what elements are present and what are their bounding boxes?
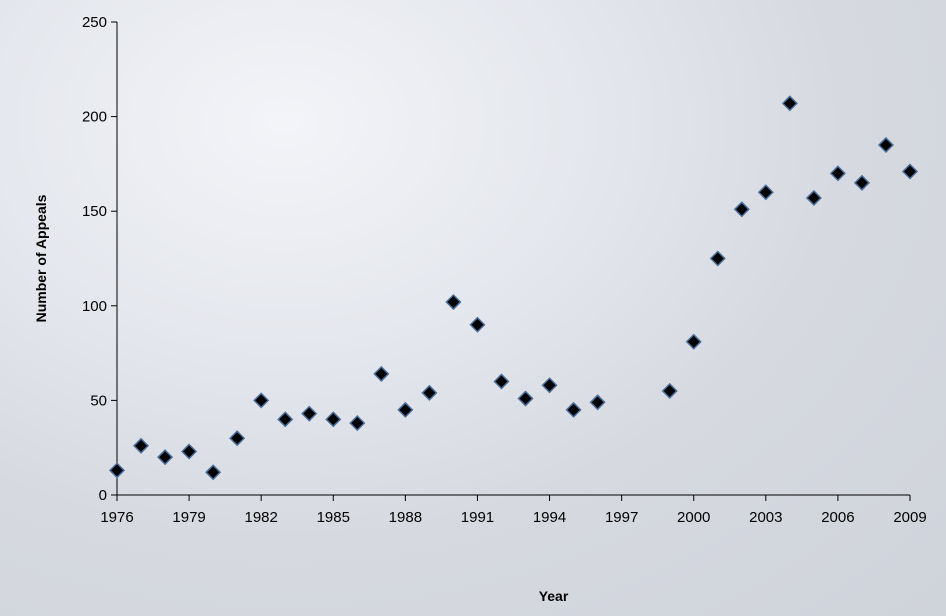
data-point [156,449,174,466]
y-tick-label: 200 [82,109,107,126]
data-point [469,316,486,333]
data-point [253,392,270,409]
data-point [757,184,774,201]
x-tick-label: 2000 [677,509,710,526]
data-point [853,174,871,191]
data-point [805,189,822,207]
x-tick-label: 2006 [821,509,854,526]
y-tick-label: 0 [99,487,107,504]
x-tick-label: 1997 [605,509,638,526]
x-tick-label: 1982 [244,509,277,526]
x-tick-label: 2003 [749,509,782,526]
x-ticks: 1976 1979 1982 1985 1988 1991 1994 1997 2000 2003… [100,495,927,526]
data-point [229,430,246,447]
y-axis-title: Number of Appeals [33,194,49,322]
data-point [445,293,462,311]
x-tick-label: 1994 [533,509,566,526]
y-tick-label: 250 [82,14,107,31]
data-point [373,365,390,382]
x-tick-label: 1976 [100,509,133,526]
data-point [781,95,798,112]
y-tick-label: 100 [82,298,107,315]
data-point [589,394,606,411]
data-point [565,401,582,418]
x-axis-title: Year [539,588,569,604]
data-point [829,165,846,182]
data-point [541,377,558,394]
data-point [325,411,342,428]
y-ticks: 0 50 100 150 200 250 [82,14,117,504]
data-point [709,250,726,267]
data-point [877,136,895,154]
x-tick-label: 1985 [317,509,350,526]
data-point [661,382,678,400]
data-point [685,333,702,350]
data-point [301,405,318,422]
x-tick-label: 1991 [461,509,494,526]
y-tick-label: 150 [82,203,107,220]
data-point [277,411,294,428]
data-point [733,201,750,218]
data-point [205,464,222,481]
data-point [181,443,198,460]
axes [116,22,910,496]
x-tick-label: 1988 [389,509,422,526]
x-tick-label: 1979 [172,509,205,526]
data-point [493,373,510,390]
data-points [108,95,919,481]
data-point [421,384,438,401]
data-point [132,437,150,454]
y-tick-label: 50 [90,392,107,409]
data-point [349,415,366,432]
data-point [397,401,414,418]
data-point [901,163,919,180]
data-point [517,390,534,407]
x-tick-label: 2009 [893,509,926,526]
data-point [108,462,126,479]
